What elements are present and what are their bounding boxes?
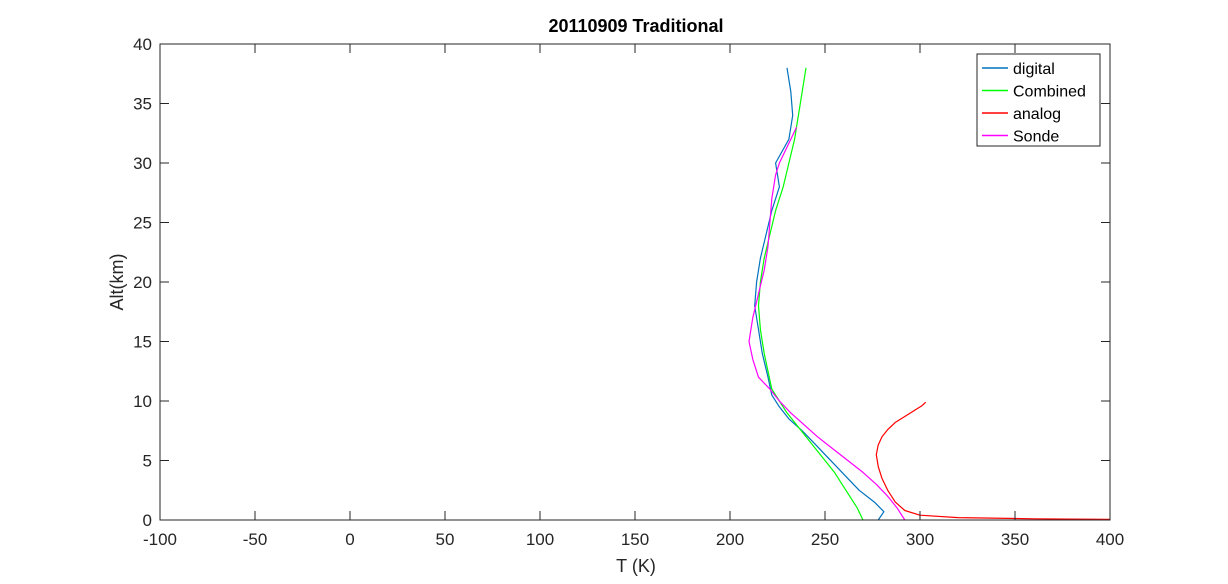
y-tick-label: 15 bbox=[133, 333, 152, 352]
y-tick-label: 10 bbox=[133, 392, 152, 411]
x-tick-label: 50 bbox=[436, 530, 455, 549]
series-line-analog bbox=[875, 401, 1111, 521]
x-tick-label: 300 bbox=[906, 530, 934, 549]
y-tick-label: 30 bbox=[133, 154, 152, 173]
y-tick-label: 0 bbox=[143, 511, 152, 530]
x-tick-label: 350 bbox=[1001, 530, 1029, 549]
y-tick-label: 20 bbox=[133, 273, 152, 292]
series-line-digital bbox=[754, 67, 885, 521]
y-axis-title: Alt(km) bbox=[107, 254, 127, 311]
x-tick-label: -50 bbox=[243, 530, 268, 549]
x-axis-title: T (K) bbox=[616, 556, 656, 576]
plot-area bbox=[159, 43, 1111, 521]
legend-box bbox=[976, 53, 1101, 147]
series-line-combined bbox=[757, 67, 864, 521]
x-tick-label: 100 bbox=[526, 530, 554, 549]
y-tick-label: 40 bbox=[133, 35, 152, 54]
chart-title: 20110909 Traditional bbox=[548, 16, 723, 36]
legend-label-sonde: Sonde bbox=[1013, 129, 1059, 146]
x-tick-label: -100 bbox=[143, 530, 177, 549]
x-tick-label: 200 bbox=[716, 530, 744, 549]
series-line-sonde bbox=[748, 127, 906, 521]
y-tick-label: 5 bbox=[143, 452, 152, 471]
y-tick-label: 35 bbox=[133, 95, 152, 114]
y-tick-label: 25 bbox=[133, 214, 152, 233]
x-tick-label: 400 bbox=[1096, 530, 1124, 549]
plot-background bbox=[160, 44, 1110, 520]
x-tick-label: 150 bbox=[621, 530, 649, 549]
axis-ticks: -100 -50 0 50 100 150 200 250 300 350 400 0 5 10 15 20 2… bbox=[133, 35, 1124, 549]
legend-label-digital: digital bbox=[1013, 61, 1055, 78]
legend: digital Combined analog Sonde bbox=[976, 53, 1101, 147]
legend-label-combined: Combined bbox=[1013, 84, 1086, 101]
x-tick-label: 250 bbox=[811, 530, 839, 549]
legend-label-analog: analog bbox=[1013, 106, 1061, 123]
x-tick-label: 0 bbox=[345, 530, 354, 549]
